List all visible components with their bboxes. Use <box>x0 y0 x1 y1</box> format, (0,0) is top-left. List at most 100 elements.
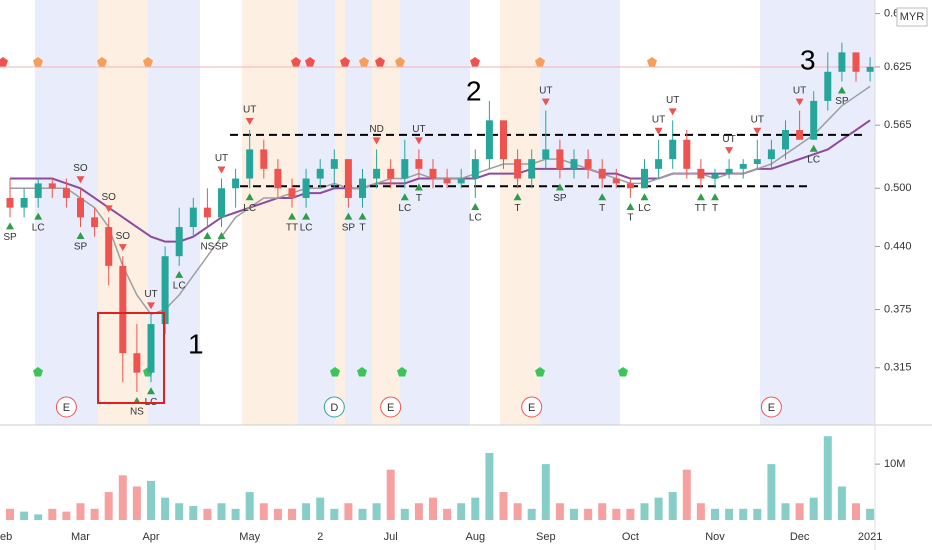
signal-label: ND <box>369 124 383 135</box>
x-tick-label: Jul <box>384 531 398 543</box>
signal-label: SP <box>342 222 356 233</box>
signal-arrow <box>147 302 155 310</box>
candle-body <box>626 183 634 189</box>
session-bands <box>35 0 875 425</box>
volume-bar <box>34 514 43 520</box>
candle-body <box>669 139 677 160</box>
annotation: 1 <box>188 328 204 359</box>
x-tick-label: 2021 <box>858 531 882 543</box>
signal-label: UT <box>722 134 735 145</box>
candle-body <box>48 183 56 189</box>
signal-arrow <box>654 127 663 135</box>
volume-bar <box>316 497 325 520</box>
candle-body <box>683 139 691 169</box>
volume-bar <box>6 508 14 520</box>
candle-body <box>429 168 437 179</box>
candle-body <box>20 197 28 208</box>
x-tick-label: 2 <box>317 531 323 543</box>
signal-arrow <box>245 118 254 126</box>
signal-label: LC <box>807 154 820 165</box>
signal-arrow <box>753 127 762 135</box>
x-tick-label: Mar <box>71 531 90 543</box>
x-tick-label: Dec <box>790 531 810 543</box>
volume-bar <box>541 464 550 520</box>
signal-arrow <box>837 86 846 94</box>
signal-label: T <box>712 203 718 214</box>
candle-body <box>34 183 42 198</box>
candle-body <box>77 197 84 218</box>
candle-body <box>796 130 804 140</box>
signal-label: T <box>599 203 605 214</box>
candle-body <box>866 66 874 72</box>
candle-body <box>514 159 522 179</box>
candle-body <box>147 324 155 373</box>
signal-label: UT <box>666 95 679 106</box>
volume-bar <box>161 497 170 520</box>
volume-bar <box>753 508 762 520</box>
volume-bar <box>823 436 832 520</box>
signal-label: SO <box>101 192 116 203</box>
signal-arrow <box>555 183 564 191</box>
candle-body <box>542 149 550 160</box>
candle-body <box>274 168 282 189</box>
volume-bar <box>443 508 452 520</box>
event-badge <box>55 396 77 418</box>
volume-bar <box>612 508 621 520</box>
signal-label: SO <box>116 231 131 242</box>
candle-body <box>218 188 225 218</box>
candle-body <box>330 159 338 169</box>
signal-label: LC <box>173 281 186 292</box>
event-badge <box>323 396 345 418</box>
highlight-box <box>97 312 165 404</box>
signal-label: SO <box>73 163 88 174</box>
signal-arrow <box>344 212 353 220</box>
signal-label: T <box>515 203 521 214</box>
signal-arrow <box>217 232 226 240</box>
x-tick-label: May <box>239 531 260 543</box>
volume-bar <box>48 508 57 520</box>
candle-body <box>232 178 240 189</box>
candle-body <box>641 168 648 189</box>
y-tick-label: 0.565 <box>884 119 912 131</box>
volume-bar <box>147 480 155 520</box>
volume-bar <box>358 508 367 520</box>
signal-label: UT <box>751 114 764 125</box>
candle-body <box>697 168 705 179</box>
signal-arrow <box>414 183 423 191</box>
signal-label: LC <box>32 222 45 233</box>
candle-body <box>246 149 254 179</box>
candle-body <box>415 159 423 169</box>
signal-arrow <box>668 108 677 116</box>
signal-arrow <box>598 193 607 201</box>
volume-bar <box>20 511 29 520</box>
signal-arrow <box>288 212 296 220</box>
volume-bar <box>866 508 875 520</box>
event-label: E <box>63 402 70 414</box>
signal-arrow <box>76 232 85 240</box>
signal-arrow <box>76 176 85 184</box>
volume-bar <box>429 497 437 520</box>
candle-body <box>457 178 465 184</box>
candle-body <box>443 178 451 184</box>
volume-bar <box>175 503 184 520</box>
candle-body <box>711 173 719 179</box>
volume-bar <box>90 508 99 520</box>
volume-bar <box>471 497 480 520</box>
x-tick-label: Oct <box>622 531 639 543</box>
volume-tick-label: 10M <box>884 458 905 470</box>
signal-arrow <box>809 144 818 152</box>
candle-body <box>161 256 169 325</box>
signal-arrow <box>696 193 705 201</box>
y-tick-label: 0.625 <box>884 61 912 73</box>
candle-body <box>528 159 536 179</box>
y-tick-label: 0.315 <box>884 362 912 374</box>
signal-arrow <box>541 98 550 106</box>
signal-arrow <box>513 193 522 201</box>
y-tick-label: 0.375 <box>884 303 912 315</box>
volume-bar <box>809 497 818 520</box>
volume-bar <box>273 508 282 520</box>
volume-bar <box>344 503 353 520</box>
signal-label: LC <box>398 203 411 214</box>
signal-label: T <box>416 193 422 204</box>
currency: MYR <box>900 11 925 23</box>
